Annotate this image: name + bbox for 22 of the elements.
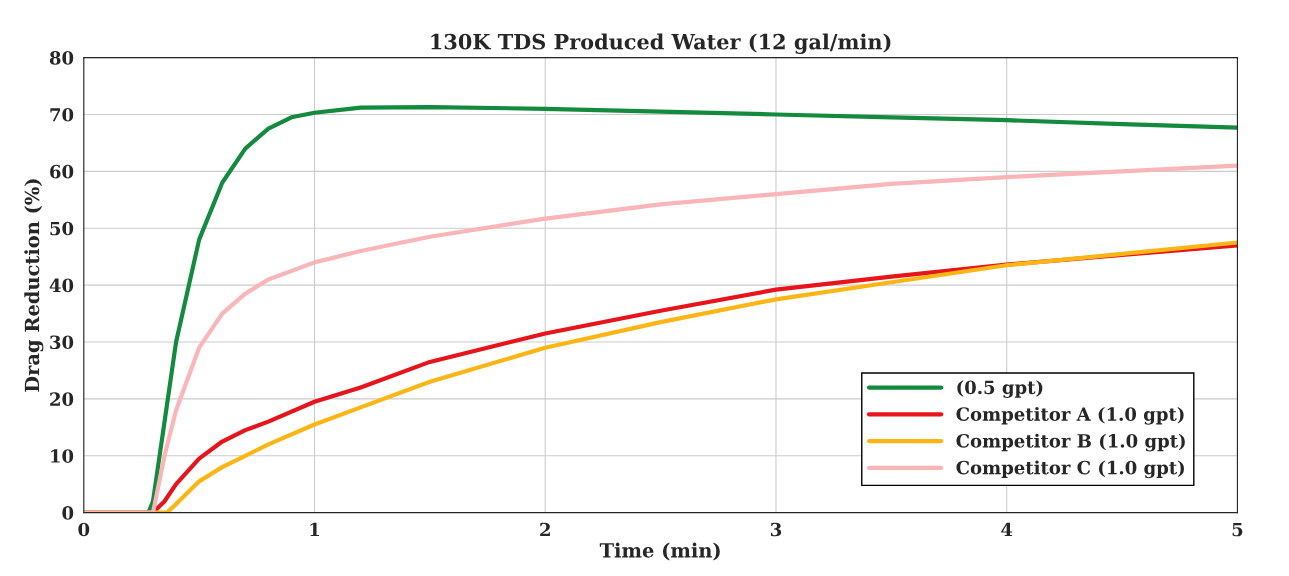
y-tick-label: 70 bbox=[50, 107, 74, 122]
y-tick-label: 20 bbox=[50, 392, 74, 406]
y-axis-title: Drag Reduction (%) bbox=[24, 179, 44, 392]
y-tick-label: 10 bbox=[51, 449, 74, 463]
x-axis-title: Time (min) bbox=[599, 542, 720, 561]
y-tick-label: 30 bbox=[50, 335, 74, 350]
y-tick-label: 50 bbox=[50, 221, 74, 236]
x-tick-label: 5 bbox=[1232, 522, 1243, 537]
legend-label: Competitor C (1.0 gpt) bbox=[956, 460, 1184, 479]
x-tick-label: 4 bbox=[1001, 522, 1013, 537]
x-tick-label: 0 bbox=[78, 522, 90, 537]
x-tick-label: 1 bbox=[310, 522, 319, 537]
y-tick-label: 80 bbox=[49, 51, 74, 65]
y-tick-label: 0 bbox=[62, 506, 74, 520]
x-tick-label: 2 bbox=[540, 522, 550, 537]
y-tick-label: 60 bbox=[50, 164, 74, 179]
legend-label: Competitor B (1.0 gpt) bbox=[956, 433, 1185, 452]
x-tick-label: 3 bbox=[770, 522, 782, 537]
legend-label: Competitor A (1.0 gpt) bbox=[956, 406, 1184, 425]
y-tick-label: 40 bbox=[49, 278, 74, 293]
chart-title: 130K TDS Produced Water (12 gal/min) bbox=[431, 33, 891, 54]
legend-label: (0.5 gpt) bbox=[957, 380, 1043, 398]
